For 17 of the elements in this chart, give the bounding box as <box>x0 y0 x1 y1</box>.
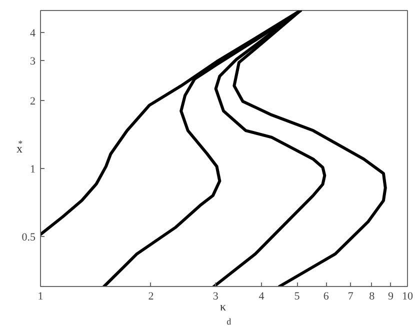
y-tick-label: 1 <box>30 163 36 176</box>
y-axis-title: x* <box>16 138 24 156</box>
x-tick-label: 7 <box>348 290 354 302</box>
x-tick-label: 6 <box>323 290 330 302</box>
x-tick-label: 10 <box>402 290 414 302</box>
y-tick-label: 3 <box>30 56 36 68</box>
x-tick-label: 3 <box>212 290 219 302</box>
x-tick-label: 1 <box>38 290 44 302</box>
x-axis-title: κd <box>220 300 232 326</box>
x-tick-label: 4 <box>258 290 265 302</box>
y-tick-label: 4 <box>30 27 36 40</box>
y-tick-label: 0.5 <box>22 231 36 244</box>
x-tick-label: 9 <box>388 290 394 302</box>
x-tick-label: 5 <box>294 290 300 302</box>
x-tick-label: 8 <box>369 290 376 302</box>
x-tick-label: 2 <box>148 290 154 302</box>
y-tick-label: 2 <box>30 95 36 108</box>
